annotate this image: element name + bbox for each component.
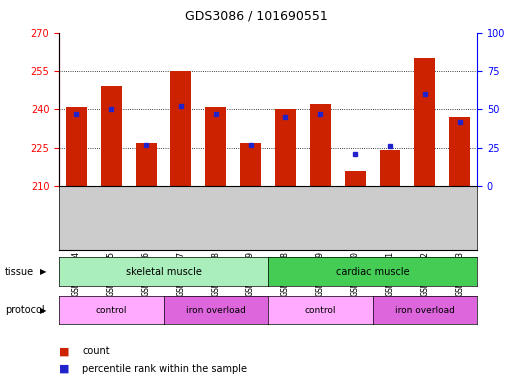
Text: iron overload: iron overload xyxy=(186,306,246,314)
Text: protocol: protocol xyxy=(5,305,45,315)
Text: control: control xyxy=(95,306,127,314)
Text: ▶: ▶ xyxy=(41,267,47,276)
Text: percentile rank within the sample: percentile rank within the sample xyxy=(82,364,247,374)
Bar xyxy=(66,107,87,186)
Bar xyxy=(449,117,470,186)
Text: ■: ■ xyxy=(59,346,69,356)
Text: skeletal muscle: skeletal muscle xyxy=(126,266,202,277)
Bar xyxy=(205,107,226,186)
Text: ▶: ▶ xyxy=(41,306,47,314)
Text: ■: ■ xyxy=(59,364,69,374)
Bar xyxy=(135,143,156,186)
Bar xyxy=(240,143,261,186)
Text: iron overload: iron overload xyxy=(395,306,455,314)
Text: control: control xyxy=(305,306,336,314)
Bar xyxy=(101,86,122,186)
Bar xyxy=(310,104,331,186)
Text: cardiac muscle: cardiac muscle xyxy=(336,266,409,277)
Bar xyxy=(170,71,191,186)
Bar xyxy=(380,151,401,186)
Bar xyxy=(415,58,435,186)
Text: tissue: tissue xyxy=(5,266,34,277)
Bar xyxy=(275,109,296,186)
Bar xyxy=(345,171,366,186)
Text: count: count xyxy=(82,346,110,356)
Text: GDS3086 / 101690551: GDS3086 / 101690551 xyxy=(185,10,328,23)
